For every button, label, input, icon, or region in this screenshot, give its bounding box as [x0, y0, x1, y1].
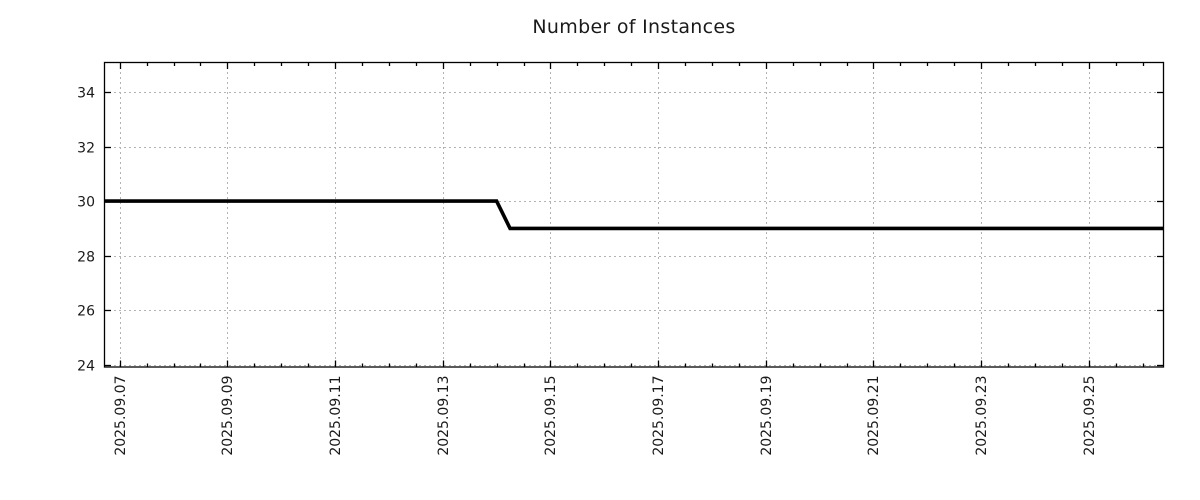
y-tick-label: 34: [77, 86, 95, 102]
y-tick-label: 24: [77, 359, 95, 375]
chart-title: Number of Instances: [532, 16, 736, 38]
series-line-instances: [104, 199, 1164, 231]
x-tick-label: 2025.09.23: [974, 376, 990, 456]
plot-border: [103, 61, 1165, 368]
y-tick-label: 28: [77, 250, 95, 266]
y-tick-label: 32: [77, 141, 95, 157]
x-tick-label: 2025.09.11: [328, 376, 344, 456]
x-tick-label: 2025.09.25: [1082, 376, 1098, 456]
x-tick-label: 2025.09.07: [113, 376, 129, 456]
x-tick-label: 2025.09.21: [866, 376, 882, 456]
y-tick-label: 26: [77, 304, 95, 320]
x-tick-label: 2025.09.17: [651, 376, 667, 456]
x-tick-label: 2025.09.09: [220, 376, 236, 456]
x-tick-label: 2025.09.15: [543, 376, 559, 456]
x-tick-label: 2025.09.19: [759, 376, 775, 456]
y-tick-label: 30: [77, 195, 95, 211]
x-tick-label: 2025.09.13: [436, 376, 452, 456]
